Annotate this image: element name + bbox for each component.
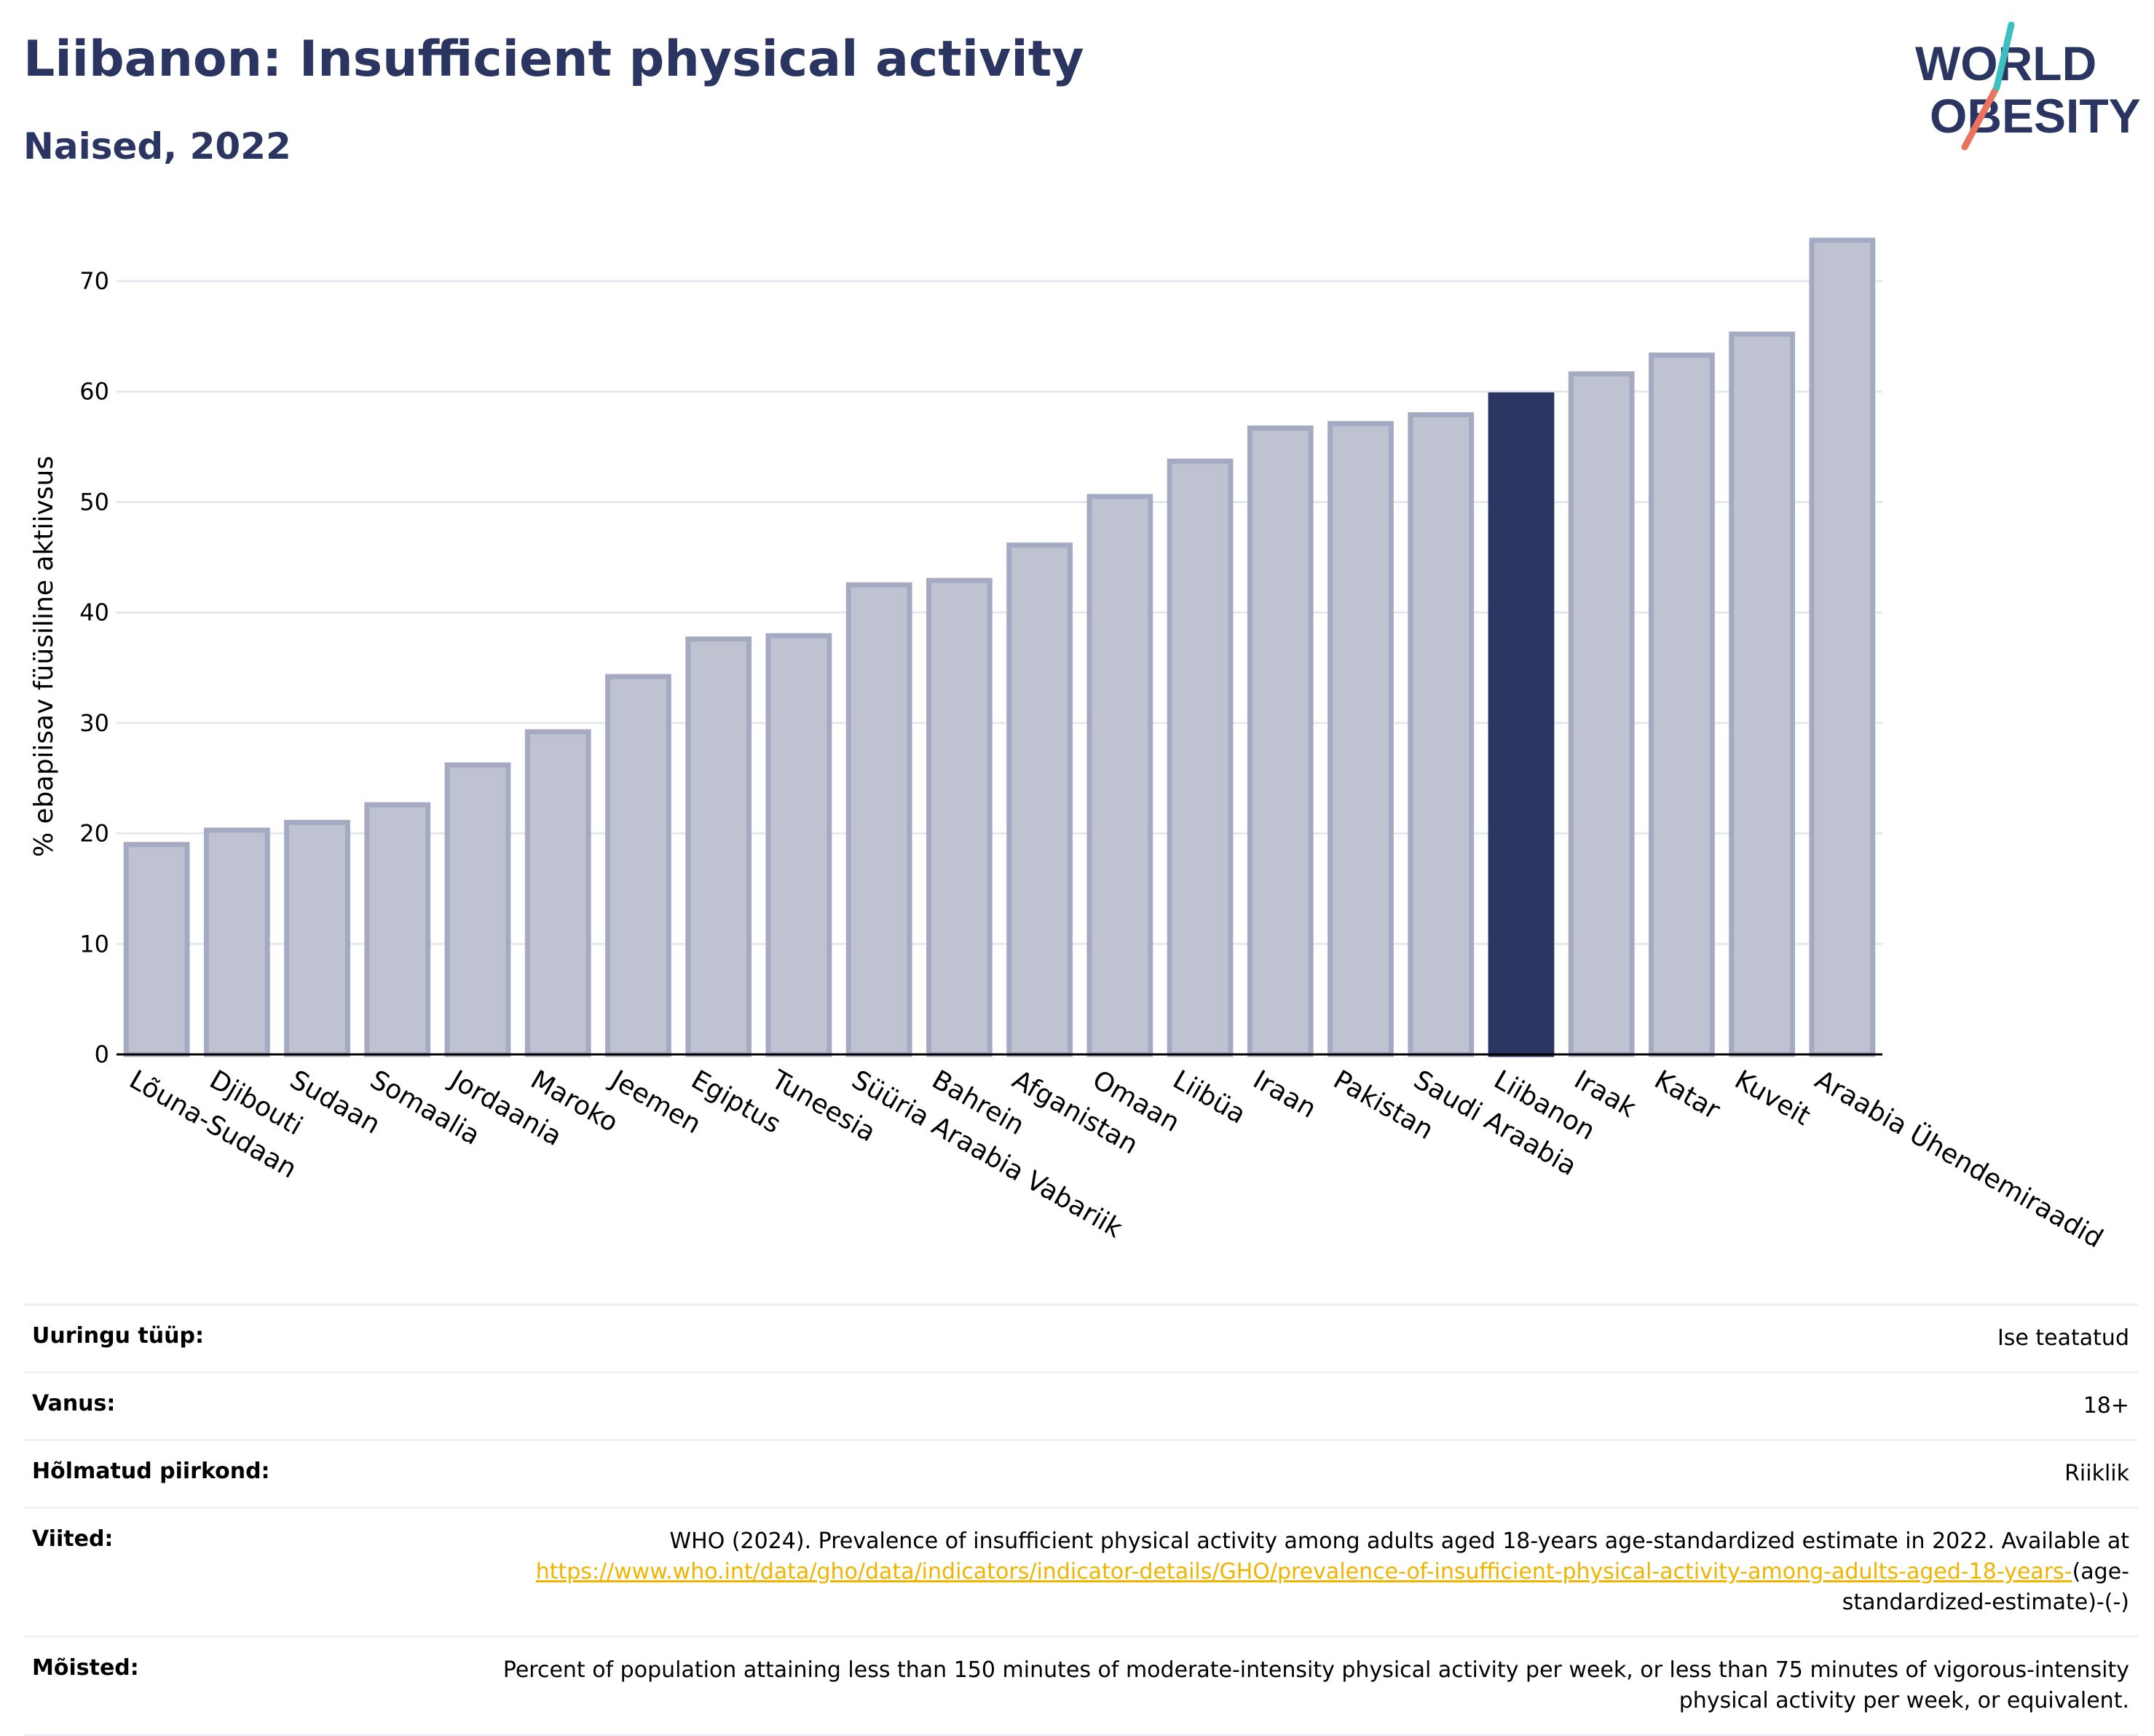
meta-label: Mõisted:: [32, 1655, 139, 1681]
y-tick-label: 50: [79, 488, 109, 516]
meta-value: 18+: [2083, 1393, 2129, 1419]
meta-label: Vanus:: [32, 1391, 116, 1416]
y-tick-label: 70: [79, 267, 109, 295]
logo-slash-teal: [1993, 22, 2015, 91]
reference-text: WHO (2024). Prevalence of insufficient p…: [669, 1528, 2129, 1554]
reference-suffix: (age-standardized-estimate)-(-): [1842, 1559, 2129, 1615]
chart-title: Liibanon: Insufficient physical activity: [23, 31, 1084, 88]
x-tick-label: Jeemen: [604, 1064, 706, 1140]
meta-label: Viited:: [32, 1526, 114, 1552]
y-axis-label: % ebapiisav füüsiline aktiivsus: [29, 456, 59, 857]
bar: [364, 802, 431, 1057]
meta-value: Ise teatatud: [1997, 1325, 2129, 1351]
y-tick-label: 60: [79, 378, 109, 406]
bar: [1006, 542, 1073, 1057]
x-tick-label: Egiptus: [686, 1065, 786, 1140]
bar: [524, 729, 591, 1057]
bar: [1086, 494, 1153, 1057]
y-tick-label: 20: [79, 820, 109, 848]
x-tick-label: Katar: [1649, 1065, 1725, 1126]
bar: [765, 633, 832, 1057]
meta-row-definitions: Mõisted: Percent of population attaining…: [23, 1636, 2138, 1736]
meta-value-reference: WHO (2024). Prevalence of insufficient p…: [498, 1526, 2129, 1618]
meta-value: Percent of population attaining less tha…: [502, 1657, 2129, 1713]
logo-slash-coral: [1961, 84, 2000, 151]
bar: [605, 674, 671, 1057]
meta-row-references: Viited: WHO (2024). Prevalence of insuff…: [23, 1507, 2138, 1636]
meta-row-survey-type: Uuringu tüüp: Ise teatatud: [23, 1303, 2138, 1371]
bar: [203, 827, 270, 1057]
bar: [1649, 352, 1715, 1057]
y-tick-label: 10: [79, 930, 109, 958]
bar: [1408, 412, 1475, 1057]
meta-row-age: Vanus: 18+: [23, 1371, 2138, 1439]
bar-highlighted: [1488, 392, 1555, 1057]
y-tick-label: 30: [79, 709, 109, 737]
bar: [845, 582, 912, 1057]
meta-value: Riiklik: [2064, 1461, 2129, 1486]
reference-link[interactable]: https://www.who.int/data/gho/data/indica…: [535, 1559, 2072, 1585]
bar: [123, 842, 190, 1057]
y-tick-label: 0: [95, 1041, 109, 1068]
bar: [1809, 237, 1876, 1057]
bar: [685, 636, 752, 1057]
bar: [284, 819, 350, 1057]
meta-row-region: Hõlmatud piirkond: Riiklik: [23, 1439, 2138, 1507]
bar: [1729, 331, 1796, 1057]
y-tick-label: 40: [79, 599, 109, 626]
x-tick-label: Kuveit: [1729, 1065, 1815, 1132]
x-tick-label: Iraan: [1248, 1065, 1321, 1124]
meta-label: Hõlmatud piirkond:: [32, 1459, 270, 1484]
bar: [1568, 371, 1635, 1057]
bar: [1247, 425, 1314, 1057]
metadata-table: Uuringu tüüp: Ise teatatud Vanus: 18+ Hõ…: [23, 1303, 2138, 1736]
world-obesity-logo: WORLD OBESITY: [1915, 22, 2141, 151]
bar-chart: 0 10 20 30 40 50 60 70 % ebapiisav füüsiline akt…: [29, 237, 2108, 1254]
x-tick-label: Araabia Ühendemiraadid: [1810, 1064, 2108, 1254]
bar: [444, 762, 511, 1057]
logo-line2: OBESITY: [1930, 89, 2141, 143]
meta-label: Uuringu tüüp:: [32, 1323, 204, 1349]
bar: [1327, 421, 1394, 1057]
bar: [1167, 458, 1234, 1057]
x-tick-label: Liibüa: [1168, 1065, 1251, 1129]
chart-subtitle: Naised, 2022: [23, 125, 291, 167]
bar: [926, 577, 993, 1057]
